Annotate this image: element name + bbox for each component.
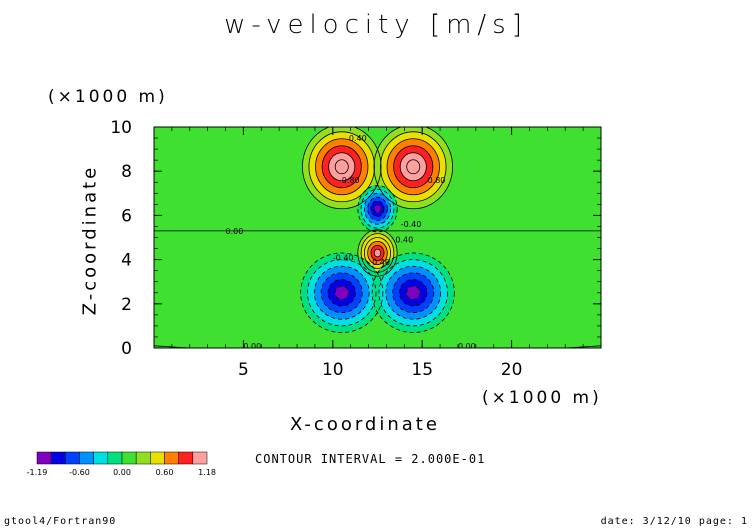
contour-line [406, 285, 421, 300]
contour-line [386, 138, 440, 196]
contour-label: 0.80 [342, 176, 360, 185]
contour-line [334, 159, 349, 175]
x-axis-unit: (×1000 m) [482, 388, 602, 408]
contour-label: 0.40 [349, 134, 367, 143]
contour-line [385, 265, 442, 320]
contour-label: 0.40 [395, 236, 413, 245]
contour-line [392, 272, 435, 314]
contour-line [380, 131, 447, 203]
contour-line [302, 127, 382, 210]
contour-label: 0.00 [243, 342, 261, 351]
colorbar-swatch [192, 451, 208, 465]
colorbar-swatch [36, 451, 52, 465]
contour-label: 0.40 [372, 258, 390, 267]
colorbar: -1.19 -0.60 0.00 0.60 1.18 [27, 451, 216, 477]
colorbar-tick-label: 0.00 [113, 468, 131, 477]
contour-interval-text: CONTOUR INTERVAL = 2.000E-01 [255, 452, 486, 466]
contour-line [371, 252, 455, 333]
contour-line [313, 265, 370, 320]
x-tick-label: 15 [411, 360, 433, 380]
contour-label: 0.80 [428, 176, 446, 185]
contour-fill-layer [300, 127, 455, 333]
colorbar-swatch [50, 451, 66, 465]
contour-fill-band [334, 286, 349, 300]
contour-line [307, 259, 377, 327]
y-tick-label: 2 [121, 295, 132, 315]
y-tick-label: 0 [121, 339, 132, 359]
colorbar-swatch [178, 451, 194, 465]
colorbar-swatch [107, 451, 123, 465]
axes-layer: 5 10 15 20 0 2 4 6 8 10 [110, 118, 601, 380]
contour-line [399, 152, 427, 182]
contour-line [363, 237, 392, 269]
contour-label: 0.00 [458, 342, 476, 351]
contour-label: -0.40 [333, 253, 354, 262]
contour-line [360, 189, 395, 229]
contour-line [367, 240, 388, 265]
contour-line [406, 159, 421, 175]
contour-line [363, 192, 392, 225]
y-tick-label: 8 [121, 162, 132, 182]
contour-line [367, 196, 388, 221]
colorbar-tick-label: -0.60 [69, 468, 90, 477]
x-tick-label: 5 [238, 360, 249, 380]
contour-fill-band [374, 249, 381, 257]
chart-title: w-velocity [m/s] [224, 10, 528, 40]
contour-line [378, 259, 448, 327]
y-tick-label: 6 [121, 206, 132, 226]
colorbar-swatch [150, 451, 165, 465]
colorbar-swatch [164, 451, 179, 465]
x-tick-label: 20 [501, 360, 523, 380]
colorbar-swatch [79, 451, 94, 465]
contour-line [328, 152, 356, 182]
contour-line [300, 252, 384, 333]
colorbar-swatch [93, 451, 109, 465]
y-tick-label: 10 [110, 118, 132, 138]
contour-line [334, 285, 349, 300]
colorbar-swatch [121, 451, 137, 465]
contour-fill-band [406, 286, 421, 300]
contour-line [399, 279, 428, 307]
contour-line-layer: 0.40 0.80 -0.40 0.00 0.00 0.00 0.40 0.80 -0.40 0.… [154, 127, 601, 351]
contour-fill-band [335, 159, 349, 174]
contour-line [373, 127, 453, 210]
contour-line [370, 244, 385, 262]
footer-right: date: 3/12/10 page: 1 [600, 516, 748, 527]
contour-line [393, 145, 434, 189]
contour-label: -0.40 [401, 220, 422, 229]
contour-line [373, 248, 382, 258]
colorbar-tick-label: 1.18 [198, 468, 216, 477]
colorbar-swatch [135, 451, 151, 465]
x-tick-label: 10 [322, 360, 344, 380]
colorbar-tick-label: 0.60 [156, 468, 174, 477]
contour-line [370, 200, 385, 217]
contour-line [357, 229, 398, 277]
colorbar-swatch [65, 451, 80, 465]
contour-line [320, 272, 363, 314]
contour-line [360, 233, 395, 273]
contour-line [308, 131, 375, 203]
colorbar-tick-label: -1.19 [27, 468, 48, 477]
z-axis-unit: (×1000 m) [48, 87, 168, 107]
contour-label: 0.00 [226, 227, 244, 236]
contour-line [321, 145, 362, 189]
contour-line [373, 204, 382, 214]
contour-line [315, 138, 369, 196]
contour-fill-band [406, 159, 420, 174]
footer-left: gtool4/Fortran90 [4, 516, 117, 527]
contour-line [327, 279, 356, 307]
x-axis-label: X-coordinate [290, 414, 440, 435]
contour-line [357, 185, 398, 233]
contour-fill-band [374, 204, 381, 213]
y-tick-label: 4 [121, 251, 132, 271]
